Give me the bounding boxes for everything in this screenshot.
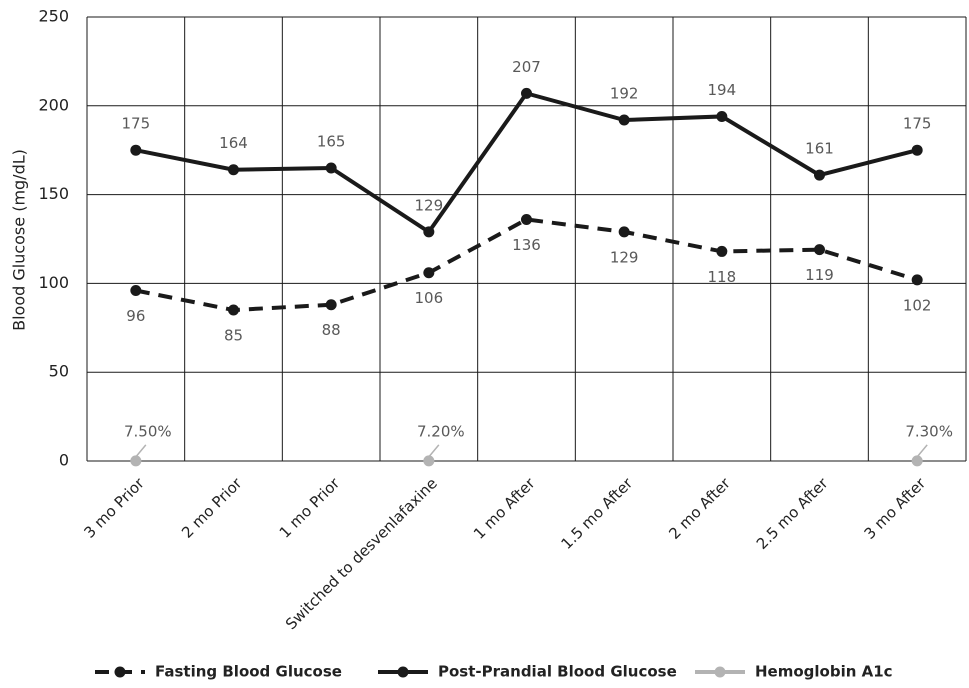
data-label: 119 bbox=[805, 266, 834, 284]
y-tick-label: 150 bbox=[38, 184, 69, 203]
data-label: 161 bbox=[805, 140, 834, 158]
data-label: 85 bbox=[224, 327, 243, 345]
x-tick-label: 2.5 mo After bbox=[753, 474, 832, 553]
data-label: 129 bbox=[610, 248, 639, 266]
x-tick-label: 1 mo After bbox=[470, 474, 539, 543]
legend-marker bbox=[714, 666, 726, 678]
point bbox=[423, 267, 435, 279]
legend-label: Fasting Blood Glucose bbox=[155, 663, 342, 681]
point bbox=[911, 455, 923, 467]
data-label: 129 bbox=[415, 196, 444, 214]
point bbox=[521, 87, 532, 99]
point bbox=[325, 162, 337, 174]
point bbox=[911, 144, 923, 156]
data-label: 7.20% bbox=[417, 422, 465, 440]
data-label: 175 bbox=[122, 115, 151, 133]
legend-marker bbox=[397, 666, 409, 678]
series-line bbox=[135, 217, 918, 313]
point bbox=[716, 245, 728, 257]
label-leader bbox=[428, 444, 440, 458]
data-label: 136 bbox=[512, 236, 541, 254]
point bbox=[423, 226, 435, 238]
data-label: 165 bbox=[317, 132, 346, 150]
y-axis-title: Blood Glucose (mg/dL) bbox=[10, 149, 29, 331]
data-label: 207 bbox=[512, 58, 541, 76]
x-tick-label: 3 mo Prior bbox=[80, 474, 148, 542]
point bbox=[228, 164, 239, 176]
data-label: 106 bbox=[415, 289, 444, 307]
data-label: 175 bbox=[903, 115, 932, 133]
point bbox=[618, 226, 630, 238]
point bbox=[423, 455, 435, 467]
x-tick-label: 1.5 mo After bbox=[558, 474, 637, 553]
data-label: 7.50% bbox=[124, 422, 172, 440]
x-tick-label: 3 mo After bbox=[861, 474, 930, 543]
legend-label: Hemoglobin A1c bbox=[755, 663, 893, 681]
data-label: 7.30% bbox=[905, 422, 953, 440]
data-label: 118 bbox=[708, 268, 737, 286]
point bbox=[911, 274, 923, 286]
point bbox=[130, 455, 142, 467]
point bbox=[716, 110, 728, 122]
point bbox=[325, 299, 337, 311]
x-tick-label: 2 mo After bbox=[665, 474, 734, 543]
y-tick-label: 0 bbox=[59, 451, 69, 470]
y-tick-label: 250 bbox=[38, 7, 69, 26]
point bbox=[521, 213, 532, 225]
y-tick-label: 200 bbox=[38, 95, 69, 114]
point bbox=[814, 169, 825, 181]
data-label: 164 bbox=[219, 134, 248, 152]
x-tick-label: 1 mo Prior bbox=[276, 474, 344, 542]
legend-marker bbox=[114, 666, 126, 678]
y-tick-label: 50 bbox=[49, 362, 69, 381]
point bbox=[130, 144, 142, 156]
label-leader bbox=[916, 444, 928, 458]
point bbox=[228, 304, 239, 316]
data-label: 194 bbox=[708, 81, 737, 99]
series-line bbox=[135, 91, 918, 235]
label-leader bbox=[135, 444, 147, 458]
point bbox=[130, 285, 142, 297]
point bbox=[618, 114, 630, 126]
y-tick-label: 100 bbox=[38, 273, 69, 292]
data-label: 88 bbox=[322, 321, 341, 339]
data-label: 192 bbox=[610, 85, 639, 103]
data-label: 96 bbox=[126, 307, 145, 325]
x-tick-label: 2 mo Prior bbox=[178, 474, 246, 542]
data-label: 102 bbox=[903, 296, 932, 314]
point bbox=[814, 244, 825, 256]
legend-label: Post-Prandial Blood Glucose bbox=[438, 663, 677, 681]
